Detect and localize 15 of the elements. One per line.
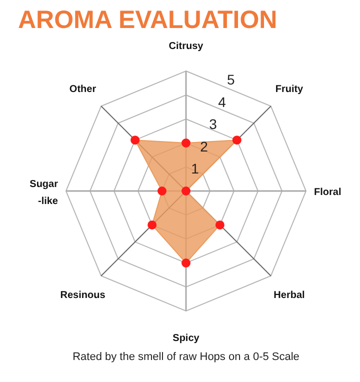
chart-title: AROMA EVALUATION — [18, 6, 278, 34]
spoke-label: Other — [69, 84, 96, 95]
spoke-label: Herbal — [274, 290, 306, 302]
text: Rated by the smell of raw Hops on a 0-5 Scale — [72, 351, 300, 363]
spoke-label: Spicy — [172, 333, 200, 344]
y-tick-label: 4 — [218, 94, 226, 110]
spoke-label: Citrusy — [168, 41, 204, 52]
y-tick-label: 2 — [200, 138, 208, 154]
y-tick-label: 3 — [209, 116, 218, 132]
y-tick-label: 5 — [227, 72, 236, 88]
spoke-label: Floral — [314, 187, 342, 198]
spoke-label: Sugar-like — [30, 179, 58, 207]
spoke-label: Resinous — [60, 290, 106, 302]
spoke-label: Fruity — [275, 84, 304, 95]
y-tick-label: 1 — [191, 160, 200, 177]
